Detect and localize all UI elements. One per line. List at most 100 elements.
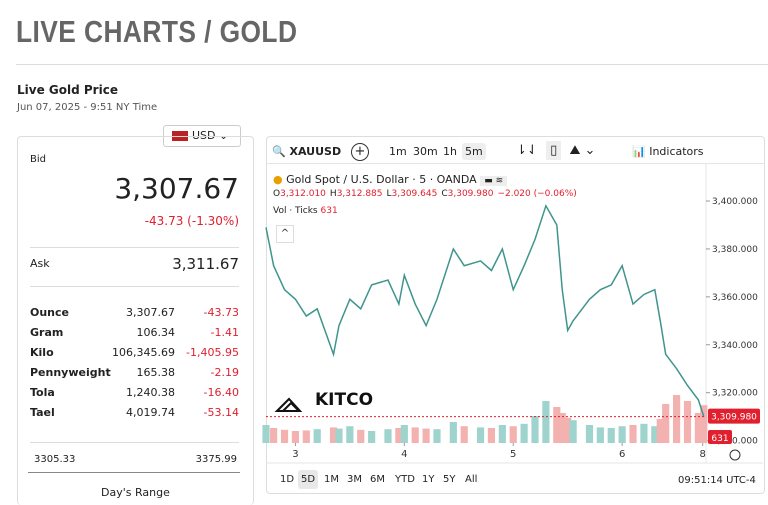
volume-bar [651, 426, 659, 443]
unit: Pennyweight [30, 366, 111, 379]
ohlc-part: L [386, 189, 392, 199]
divider [30, 286, 239, 287]
price-line [265, 203, 705, 417]
volume-bar [291, 431, 299, 443]
range-low: 3305.33 [34, 454, 76, 465]
ask: 3,311.67 [172, 255, 239, 273]
panel-title: Live Gold Price [17, 83, 118, 97]
ask-label: Ask [30, 257, 50, 270]
period-button[interactable]: 1M [324, 474, 339, 485]
price: 1,240.38 [126, 386, 175, 399]
interval-button[interactable]: 1m [389, 145, 407, 158]
indicators: Indicators [649, 145, 704, 158]
chart-tools[interactable]: ⇂⇃ ▯ ⛰ ⌄ [516, 141, 596, 160]
unit: Kilo [30, 346, 54, 359]
price: 3,307.67 [126, 306, 175, 319]
period-button[interactable]: 5D [298, 470, 319, 489]
ohlc-part: H [329, 189, 337, 199]
change: -1.41 [210, 326, 239, 339]
volume-tag [708, 430, 732, 444]
volume-bar [564, 417, 572, 443]
volume-bar [662, 404, 670, 443]
y-tick-label: 3,380.000 [712, 245, 758, 255]
volume-bar [694, 413, 702, 443]
period-button[interactable]: 1Y [422, 474, 435, 485]
volume-bar [558, 413, 566, 443]
price: 106.34 [136, 326, 176, 339]
volume-bar [520, 423, 528, 443]
unit: Tola [30, 386, 55, 399]
compare-button[interactable]: + [351, 143, 369, 161]
period-button[interactable]: YTD [395, 474, 415, 485]
collapse-button[interactable]: ^ [276, 225, 294, 243]
legend-name: ● Gold Spot / U.S. Dollar · 5 · OANDA ▬ … [273, 173, 508, 186]
interval-button[interactable]: 30m [413, 145, 438, 158]
y-tick-label: 3,400.000 [712, 197, 758, 207]
change: -43.73 [203, 306, 239, 319]
range-label: Day's Range [101, 486, 170, 499]
y-tick-label: 3,300.000 [712, 437, 758, 447]
ohlc-part: 3,309.980 [447, 189, 494, 199]
volume-value: 631 [320, 206, 338, 216]
divider [266, 163, 765, 164]
unit: Ounce [30, 306, 69, 319]
price-card [17, 136, 254, 505]
volume-bar [585, 425, 594, 443]
volume-tag-text: 631 [711, 434, 728, 444]
volume-legend: Vol · Ticks 631 [273, 206, 338, 216]
price-tag [708, 408, 760, 424]
period-button[interactable]: 3M [347, 474, 362, 485]
volume-bar [384, 429, 392, 443]
volume-bar [411, 427, 419, 443]
volume-bar [640, 423, 648, 443]
symbol-text: XAUUSD [289, 145, 342, 158]
x-tick-label: 8 [700, 449, 706, 460]
ohlc-part: 3,312.010 [280, 189, 326, 199]
period-button[interactable]: 6M [370, 474, 385, 485]
title: LIVE CHARTS / GOLD [16, 14, 298, 49]
price: 106,345.69 [112, 346, 175, 359]
volume-bar [487, 428, 496, 443]
ohlc: O3,312.010 H3,312.885 L3,309.645 C3,309.980… [273, 189, 577, 199]
volume-bar [683, 401, 692, 443]
ohlc-part: C [441, 189, 448, 199]
volume-bar [569, 420, 577, 443]
range-high: 3375.99 [195, 454, 237, 465]
volume-bar [476, 427, 485, 443]
ohlc-part: −2.020 (−0.06%) [497, 189, 577, 199]
volume-bar [607, 428, 615, 443]
volume-bar [400, 425, 408, 443]
interval-button[interactable]: 1h [443, 145, 457, 158]
change: -1,405.95 [186, 346, 239, 359]
period-button[interactable]: All [465, 474, 478, 485]
volume-bar [346, 426, 354, 443]
y-tick-label: 3,340.000 [712, 341, 758, 351]
timestamp: Jun 07, 2025 - 9:51 NY Time [17, 102, 158, 113]
chart-widget [266, 136, 765, 494]
price: 4,019.74 [126, 406, 175, 419]
period-button[interactable]: 5Y [443, 474, 456, 485]
change: -16.40 [203, 386, 239, 399]
volume-bar [368, 431, 376, 443]
volume-bar [302, 430, 310, 443]
volume-bar [553, 407, 561, 443]
x-tick-label: 5 [510, 449, 516, 460]
volume-bar [596, 427, 604, 443]
volume-bar [329, 427, 338, 443]
volume-bar [449, 422, 457, 443]
volume-bar [262, 425, 270, 443]
period-button[interactable]: 1D [280, 474, 295, 485]
volume-bar [618, 426, 626, 443]
interval-button[interactable]: 5m [462, 143, 486, 160]
price-tag-text: 3,309.980 [711, 413, 757, 423]
y-tick-label: 3,360.000 [712, 293, 758, 303]
range-bar [28, 472, 240, 473]
ohlc-part: 3,309.645 [391, 189, 438, 199]
unit: Tael [30, 406, 55, 419]
price: 165.38 [136, 366, 176, 379]
indicators-button[interactable]: 📊 Indicators [632, 145, 704, 158]
volume-bar [531, 416, 539, 443]
volume-bar [498, 425, 506, 443]
symbol[interactable]: 🔍 XAUUSD [272, 145, 342, 158]
